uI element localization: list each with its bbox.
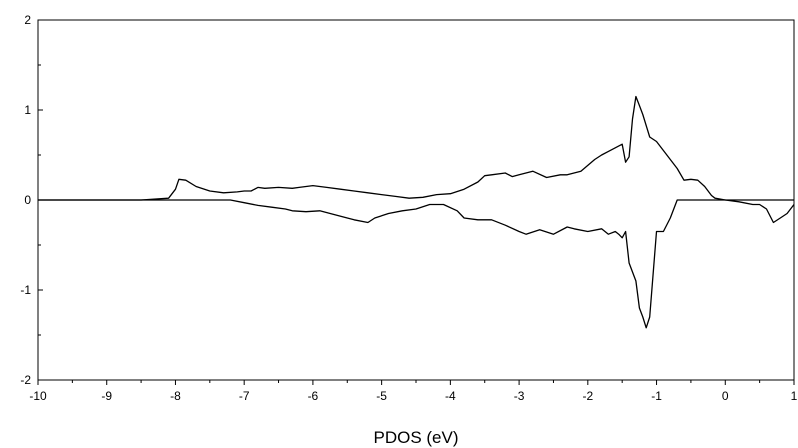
y-axis: -2 -1 0 1 2 bbox=[20, 13, 43, 387]
x-tick-label: -7 bbox=[239, 389, 250, 403]
x-axis-title: PDOS (eV) bbox=[373, 428, 458, 447]
x-tick-label: -1 bbox=[651, 389, 662, 403]
x-tick-label: -10 bbox=[29, 389, 47, 403]
y-tick-label: 0 bbox=[24, 193, 31, 207]
x-tick-label: -4 bbox=[445, 389, 456, 403]
x-tick-label: -5 bbox=[376, 389, 387, 403]
x-tick-label: -2 bbox=[582, 389, 593, 403]
series-group bbox=[38, 95, 795, 329]
x-tick-label: -9 bbox=[101, 389, 112, 403]
y-tick-label: -1 bbox=[20, 283, 31, 297]
x-tick-label: 0 bbox=[722, 389, 729, 403]
y-tick-label: 2 bbox=[24, 13, 31, 27]
series-line-positive bbox=[38, 95, 794, 201]
y-tick-label: -2 bbox=[20, 373, 31, 387]
x-tick-label: -8 bbox=[170, 389, 181, 403]
x-tick-label: -6 bbox=[308, 389, 319, 403]
series-line-negative bbox=[38, 199, 795, 329]
x-axis: -10 -9 -8 -7 -6 -5 -4 -3 -2 -1 0 1 bbox=[29, 380, 798, 403]
x-tick-label: -3 bbox=[514, 389, 525, 403]
x-tick-label: 1 bbox=[791, 389, 798, 403]
y-tick-label: 1 bbox=[24, 103, 31, 117]
